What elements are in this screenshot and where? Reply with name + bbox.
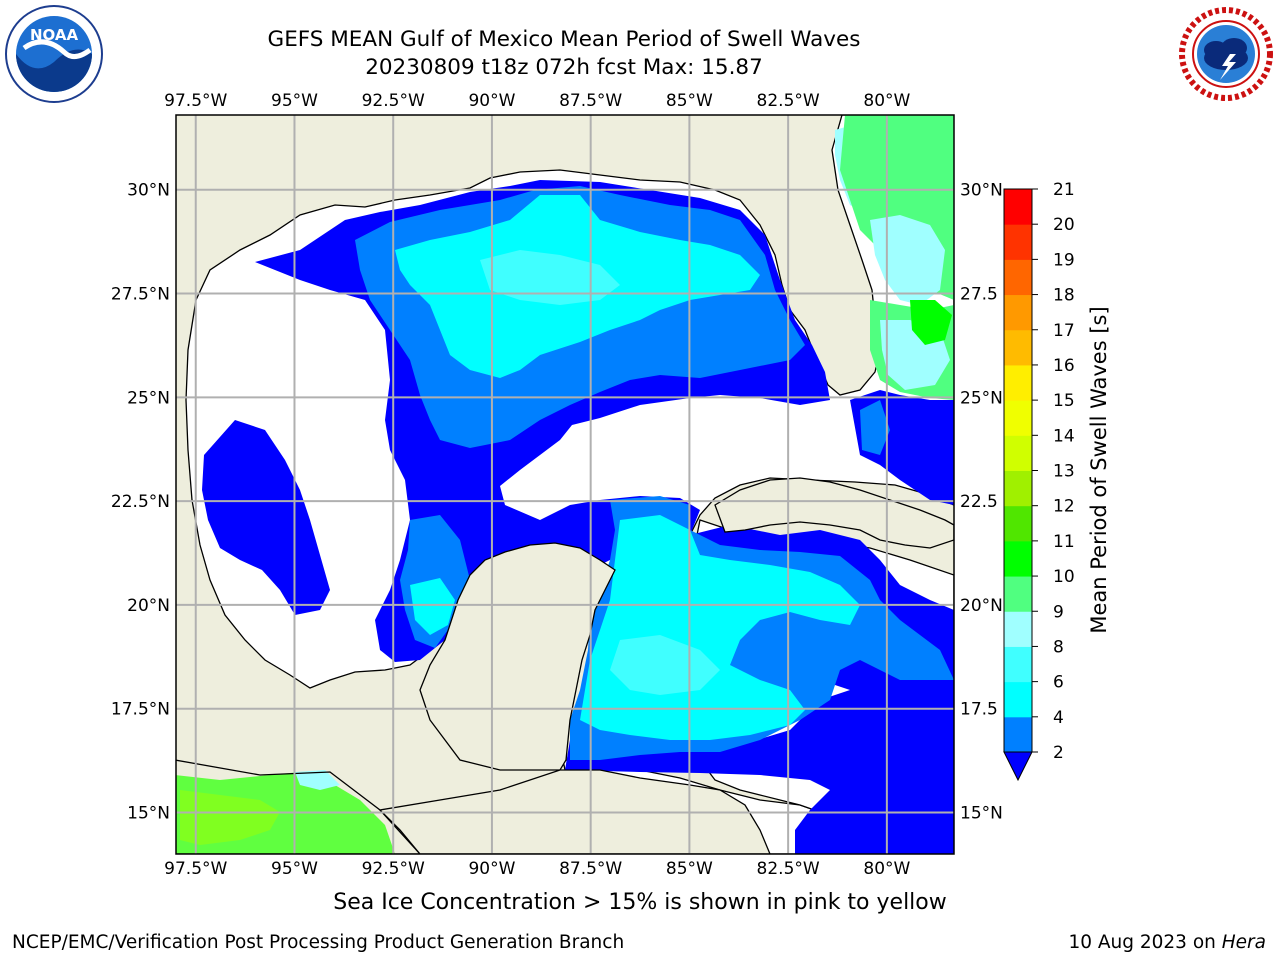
lon-tick-top: 87.5°W bbox=[559, 91, 622, 111]
lon-tick-top: 92.5°W bbox=[362, 91, 425, 111]
map-subtitle: 20230809 t18z 072h fcst Max: 15.87 bbox=[365, 55, 763, 80]
footer-machine: Hera bbox=[1221, 932, 1266, 953]
colorbar-tick-label: 2 bbox=[1053, 743, 1064, 763]
lat-tick-right: 15°N bbox=[960, 803, 1003, 823]
colorbar-segment bbox=[1004, 470, 1032, 507]
colorbar-segment bbox=[1004, 435, 1032, 471]
lat-tick-right: 20°N bbox=[960, 596, 1003, 616]
lat-tick-left: 17.5°N bbox=[111, 700, 170, 720]
lon-tick-top: 97.5°W bbox=[164, 91, 227, 111]
graticule-grid bbox=[176, 115, 954, 854]
footer-date-text: 10 Aug 2023 on bbox=[1068, 932, 1222, 953]
lon-tick-bottom: 97.5°W bbox=[164, 859, 227, 879]
noaa-logo-text: NOAA bbox=[30, 26, 79, 44]
colorbar-tick-label: 21 bbox=[1053, 180, 1075, 200]
lat-tick-left: 22.5°N bbox=[111, 492, 170, 512]
colorbar-segment bbox=[1004, 189, 1032, 225]
colorbar-label: Mean Period of Swell Waves [s] bbox=[1087, 306, 1111, 633]
colorbar-tick-label: 18 bbox=[1053, 286, 1075, 306]
colorbar-tick-label: 6 bbox=[1053, 673, 1064, 693]
colorbar-segment bbox=[1004, 329, 1032, 366]
colorbar-tick-label: 10 bbox=[1053, 567, 1075, 587]
swell-period-field bbox=[176, 115, 954, 854]
central-america bbox=[176, 759, 421, 854]
colorbar-segment bbox=[1004, 259, 1032, 296]
footer-date: 10 Aug 2023 on Hera bbox=[1068, 932, 1266, 953]
colorbar-tick-label: 4 bbox=[1053, 708, 1064, 728]
map-frame bbox=[175, 114, 955, 855]
colorbar: 2 4 6 8 9 10 11 12 13 14 15 16 17 18 19 20 21 bbox=[1003, 180, 1075, 782]
lon-axis-top: 97.5°W 95°W 92.5°W 90°W 87.5°W 85°W 82.5°W 80°W bbox=[164, 91, 910, 111]
colorbar-tick-label: 8 bbox=[1053, 637, 1064, 657]
lon-tick-bottom: 80°W bbox=[863, 859, 910, 879]
lat-tick-left: 27.5°N bbox=[111, 285, 170, 305]
lat-tick-right: 25°N bbox=[960, 388, 1003, 408]
colorbar-tick-label: 17 bbox=[1053, 321, 1075, 341]
lat-tick-right: 17.5 bbox=[960, 700, 998, 720]
colorbar-tick-label: 14 bbox=[1053, 426, 1075, 446]
map-title: GEFS MEAN Gulf of Mexico Mean Period of … bbox=[267, 27, 861, 52]
lon-axis-bottom: 97.5°W 95°W 92.5°W 90°W 87.5°W 85°W 82.5°W 80°W bbox=[164, 859, 910, 879]
sea-ice-note: Sea Ice Concentration > 15% is shown in … bbox=[333, 890, 947, 915]
colorbar-segment bbox=[1004, 294, 1032, 331]
lat-tick-right: 22.5 bbox=[960, 492, 998, 512]
lon-tick-bottom: 92.5°W bbox=[362, 859, 425, 879]
colorbar-segment bbox=[1004, 540, 1032, 577]
colorbar-segment bbox=[1004, 400, 1032, 436]
colorbar-tick-label: 9 bbox=[1053, 602, 1064, 622]
colorbar-tick-label: 13 bbox=[1053, 462, 1075, 482]
colorbar-tick-label: 20 bbox=[1053, 215, 1075, 235]
colorbar-segment bbox=[1004, 611, 1032, 647]
lon-tick-top: 90°W bbox=[468, 91, 515, 111]
colorbar-segment bbox=[1004, 716, 1032, 753]
colorbar-segment bbox=[1004, 364, 1032, 401]
colorbar-tick-label: 19 bbox=[1053, 250, 1075, 270]
noaa-logo: NOAA bbox=[5, 5, 103, 103]
lat-tick-left: 25°N bbox=[127, 388, 170, 408]
lon-tick-top: 80°W bbox=[863, 91, 910, 111]
lon-tick-bottom: 90°W bbox=[468, 859, 515, 879]
colorbar-segment bbox=[1004, 646, 1032, 683]
lat-axis-right: 30°N 27.5 25°N 22.5 20°N 17.5 15°N bbox=[960, 181, 1003, 824]
lon-tick-bottom: 82.5°W bbox=[757, 859, 820, 879]
colorbar-segment bbox=[1004, 505, 1032, 542]
lat-tick-left: 20°N bbox=[127, 596, 170, 616]
lon-tick-top: 82.5°W bbox=[757, 91, 820, 111]
cuba-island bbox=[714, 477, 954, 549]
colorbar-tick-label: 11 bbox=[1053, 532, 1075, 552]
lon-tick-top: 95°W bbox=[271, 91, 318, 111]
colorbar-tick-label: 16 bbox=[1053, 356, 1075, 376]
lon-tick-bottom: 95°W bbox=[271, 859, 318, 879]
lon-tick-bottom: 87.5°W bbox=[559, 859, 622, 879]
colorbar-segment bbox=[1004, 576, 1032, 612]
lon-tick-bottom: 85°W bbox=[666, 859, 713, 879]
nws-logo bbox=[1178, 6, 1274, 102]
yucatan-peninsula bbox=[419, 542, 616, 771]
lat-tick-left: 15°N bbox=[127, 803, 170, 823]
lat-tick-right: 30°N bbox=[960, 181, 1003, 201]
lat-tick-right: 27.5 bbox=[960, 285, 998, 305]
colorbar-extension bbox=[1003, 751, 1033, 782]
lon-tick-top: 85°W bbox=[666, 91, 713, 111]
footer-branch: NCEP/EMC/Verification Post Processing Pr… bbox=[12, 932, 625, 953]
colorbar-segment bbox=[1004, 681, 1032, 718]
colorbar-tick-label: 12 bbox=[1053, 497, 1075, 517]
lat-axis-left: 30°N 27.5°N 25°N 22.5°N 20°N 17.5°N 15°N bbox=[111, 181, 170, 824]
colorbar-tick-label: 15 bbox=[1053, 391, 1075, 411]
colorbar-segment bbox=[1004, 224, 1032, 260]
lat-tick-left: 30°N bbox=[127, 181, 170, 201]
